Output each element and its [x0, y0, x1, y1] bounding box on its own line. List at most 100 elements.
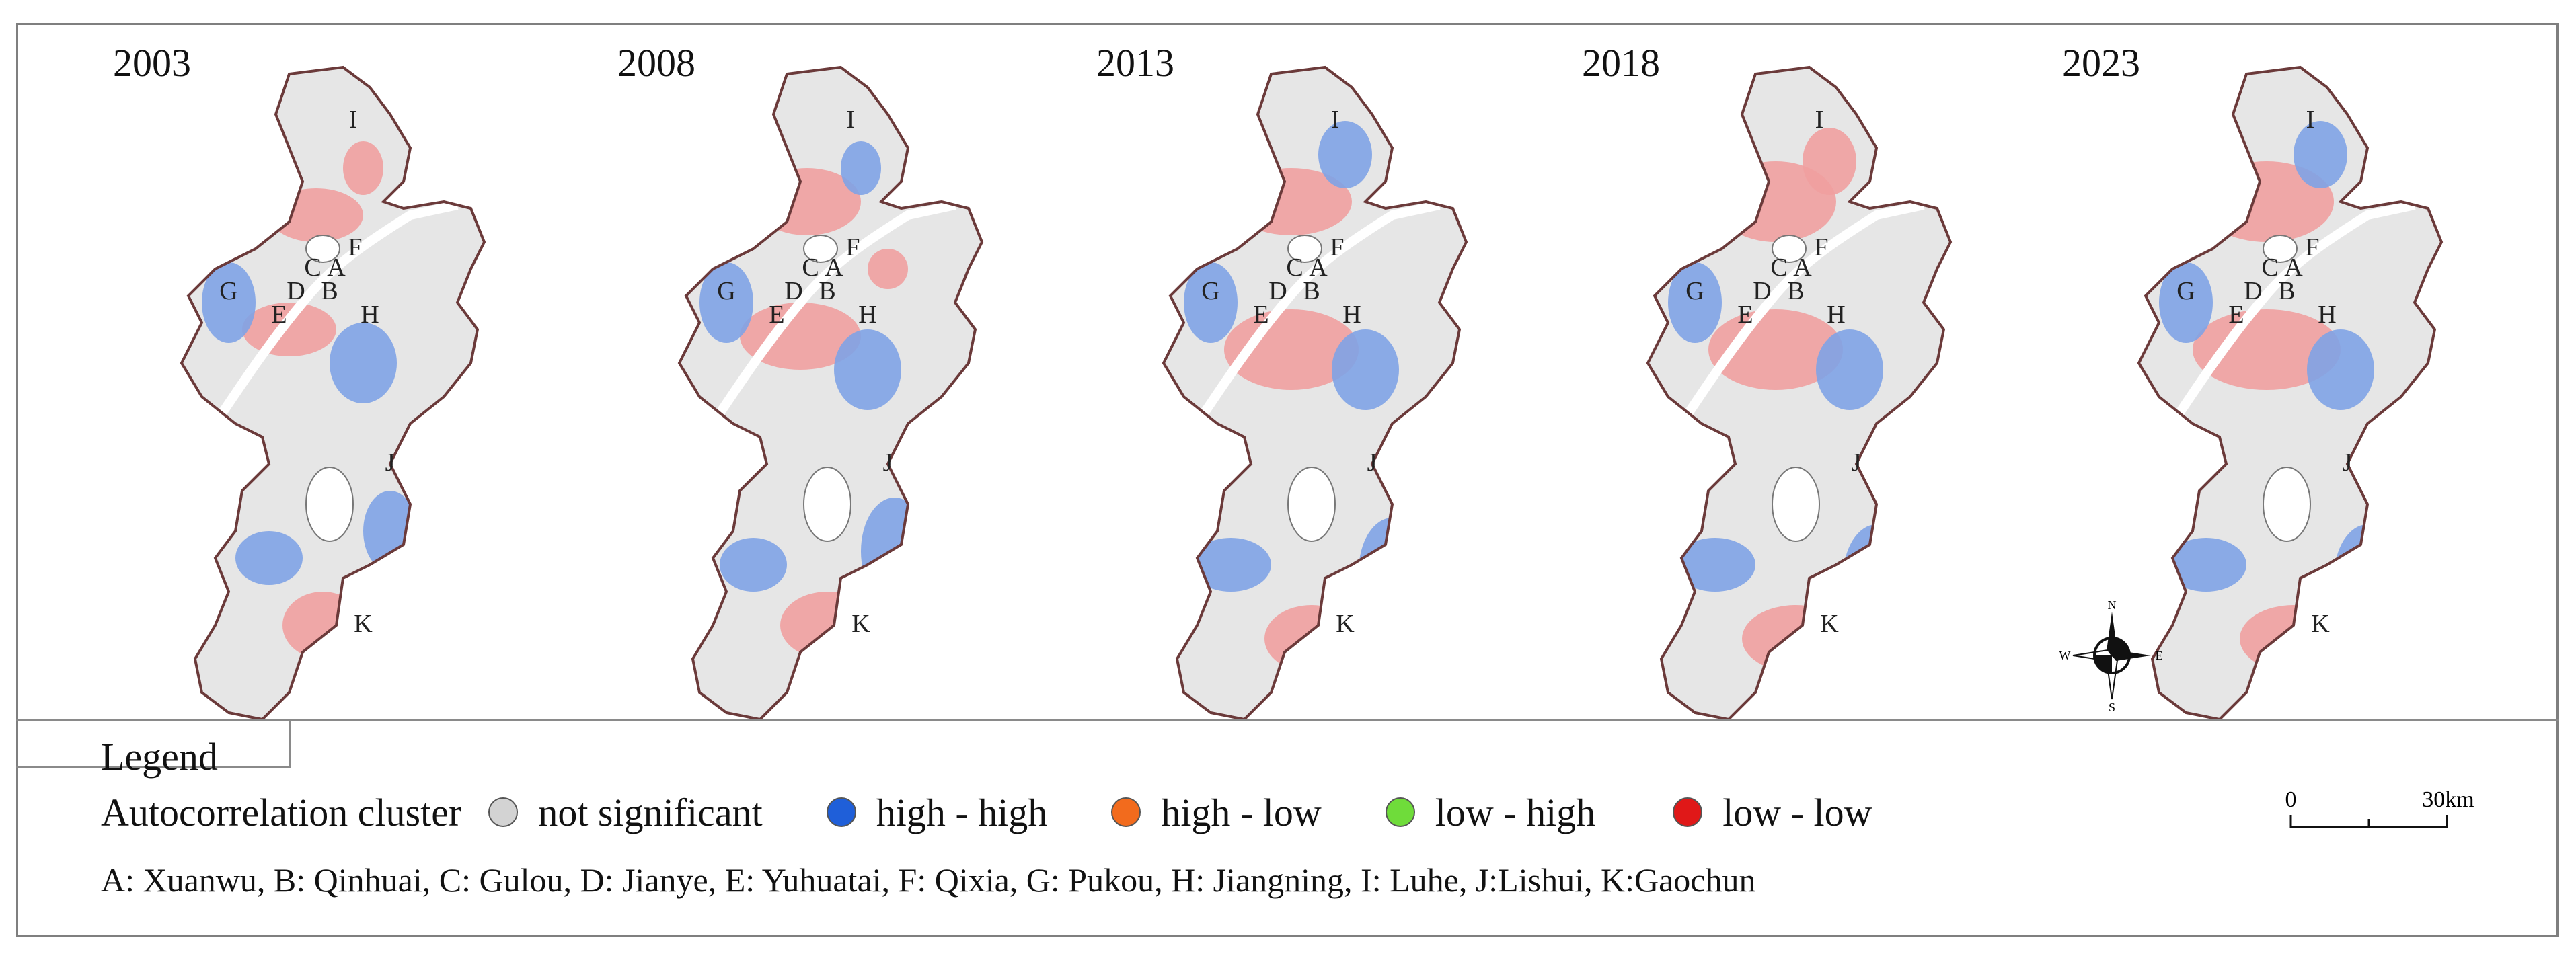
yangtze-river: [709, 200, 956, 426]
district-letter-d: D: [1268, 277, 1287, 305]
district-letter-b: B: [819, 277, 835, 305]
cluster-patch-7: [841, 141, 881, 195]
cluster-patch-3: [834, 329, 901, 410]
legend-label-low-high: low - high: [1435, 790, 1596, 834]
cluster-patch-6: [1190, 538, 1271, 592]
district-letter-i: I: [1815, 106, 1824, 134]
compass-w: W: [2059, 649, 2071, 662]
district-letter-i: I: [2306, 106, 2315, 134]
scale-bar: 0 30km: [2285, 787, 2474, 828]
lake-0: [1772, 467, 1820, 542]
figure-frame: [16, 23, 2559, 937]
district-letter-k: K: [1820, 610, 1839, 638]
legend-swatch-low-low: [1673, 797, 1703, 827]
year-label-2023: 2023: [2062, 41, 2140, 85]
cluster-patch-5: [2334, 524, 2401, 632]
year-label-2003: 2003: [113, 41, 191, 85]
district-letter-h: H: [1342, 301, 1361, 329]
district-letter-b: B: [1787, 277, 1804, 305]
district-letter-c: C: [1770, 253, 1787, 282]
district-letter-d: D: [287, 277, 305, 305]
legend-swatch-not-significant: [488, 797, 519, 827]
scale-zero: 0: [2285, 787, 2297, 812]
cluster-patch-1: [242, 303, 336, 356]
district-letter-d: D: [2244, 277, 2262, 305]
district-letter-a: A: [2284, 253, 2303, 282]
district-letter-a: A: [1309, 253, 1328, 282]
district-letter-f: F: [2305, 233, 2319, 262]
district-letter-h: H: [2318, 301, 2336, 329]
cluster-patch-7: [1318, 121, 1372, 188]
yangtze-river: [1677, 200, 1925, 426]
district-letter-h: H: [858, 301, 876, 329]
district-letter-k: K: [851, 610, 870, 638]
cluster-patch-2: [699, 262, 753, 343]
yangtze-river: [211, 200, 459, 426]
district-letter-c: C: [802, 253, 819, 282]
legend-title: Legend: [101, 735, 218, 779]
legend-row: Autocorrelation cluster not significant …: [101, 785, 1872, 839]
lake-1: [803, 235, 838, 263]
cluster-patch-7: [1803, 128, 1856, 195]
district-key: A: Xuanwu, B: Qinhuai, C: Gulou, D: Jian…: [101, 861, 1756, 899]
district-letter-g: G: [1685, 277, 1704, 305]
cluster-patch-1: [740, 303, 861, 370]
lake-0: [2263, 467, 2311, 542]
district-letter-g: G: [717, 277, 735, 305]
lake-0: [1287, 467, 1336, 542]
district-letter-k: K: [2311, 610, 2330, 638]
cluster-patch-5: [1843, 524, 1910, 632]
district-letter-g: G: [2176, 277, 2195, 305]
cluster-patch-4: [282, 592, 363, 659]
city-boundary: [1646, 65, 1953, 721]
legend-swatch-high-low: [1111, 797, 1141, 827]
scale-max: 30km: [2422, 787, 2474, 812]
district-letter-c: C: [1286, 253, 1303, 282]
legend-label-not-significant: not significant: [538, 790, 763, 834]
legend-label-high-high: high - high: [876, 790, 1048, 834]
cluster-patch-3: [1816, 329, 1883, 410]
year-label-2008: 2008: [617, 41, 695, 85]
district-letter-f: F: [1330, 233, 1344, 262]
cluster-patch-7: [343, 141, 383, 195]
cluster-patch-6: [1675, 538, 1755, 592]
lake-0: [305, 467, 354, 542]
compass-e: E: [2156, 649, 2163, 662]
cluster-patch-7: [2294, 121, 2347, 188]
district-letter-a: A: [327, 253, 346, 282]
year-label-2013: 2013: [1096, 41, 1174, 85]
district-letter-j: J: [385, 448, 395, 477]
legend-tab: [16, 719, 291, 768]
district-letter-j: J: [2343, 448, 2353, 477]
city-boundary: [180, 65, 486, 721]
district-letter-j: J: [883, 448, 893, 477]
year-label-2018: 2018: [1582, 41, 1660, 85]
city-boundary: [1162, 65, 1468, 721]
district-letter-b: B: [2278, 277, 2295, 305]
district-letter-d: D: [1753, 277, 1771, 305]
cluster-patch-2: [2159, 262, 2213, 343]
lake-1: [1772, 235, 1807, 263]
cluster-patch-8: [868, 249, 908, 289]
city-boundary: [677, 65, 984, 721]
yangtze-river: [1193, 200, 1441, 426]
district-letter-b: B: [321, 277, 338, 305]
cluster-patch-3: [2307, 329, 2374, 410]
compass-s: S: [2109, 701, 2115, 713]
district-letter-k: K: [354, 610, 373, 638]
district-letter-i: I: [349, 106, 358, 134]
legend-swatch-low-high: [1385, 797, 1415, 827]
